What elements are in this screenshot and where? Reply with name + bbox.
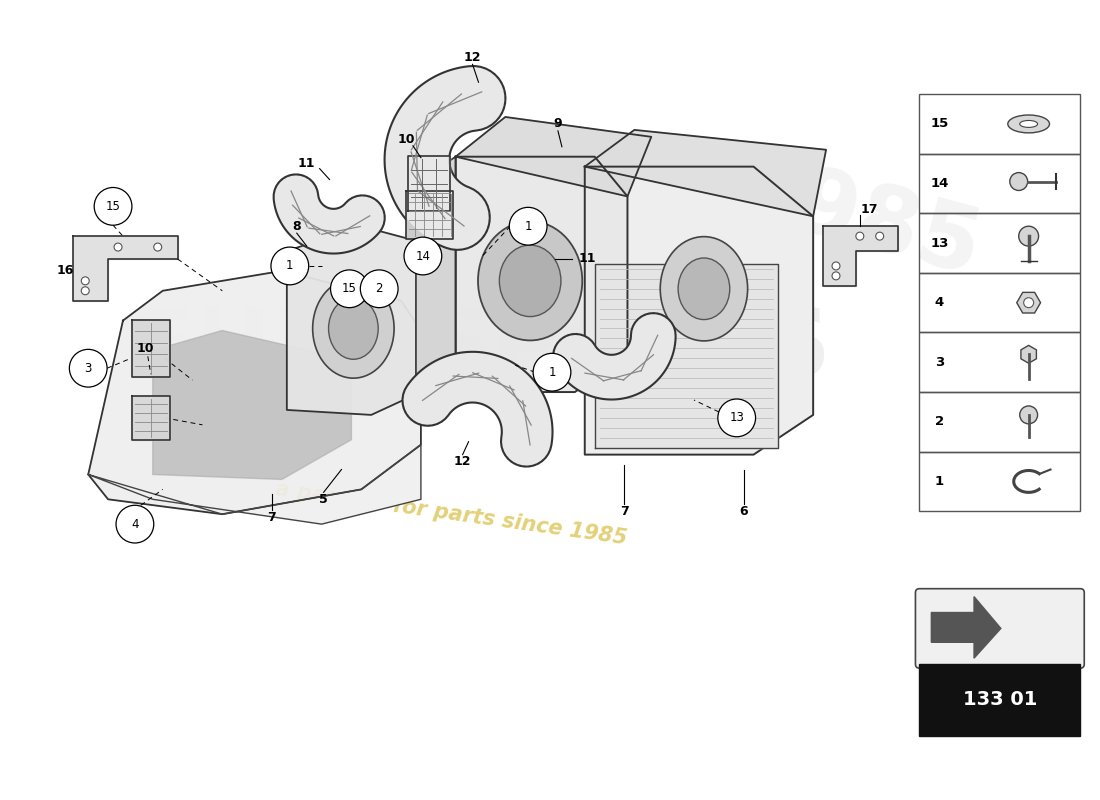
Ellipse shape <box>1020 121 1037 127</box>
Polygon shape <box>595 264 779 448</box>
Polygon shape <box>74 236 177 301</box>
Text: 4: 4 <box>935 296 944 309</box>
Text: 3: 3 <box>935 356 944 369</box>
Circle shape <box>718 399 756 437</box>
Ellipse shape <box>329 298 378 359</box>
Text: 8: 8 <box>293 220 301 233</box>
Text: 14: 14 <box>416 250 430 262</box>
Text: 1: 1 <box>548 366 556 378</box>
Text: 133 01: 133 01 <box>962 690 1037 710</box>
Text: 1985: 1985 <box>725 146 990 296</box>
Circle shape <box>81 277 89 285</box>
Circle shape <box>116 506 154 543</box>
Circle shape <box>330 270 369 308</box>
Circle shape <box>361 270 398 308</box>
Text: 10: 10 <box>397 134 415 146</box>
Polygon shape <box>455 157 627 392</box>
Bar <box>920 154 1080 214</box>
Text: 1: 1 <box>525 220 532 233</box>
Bar <box>920 94 1080 154</box>
Circle shape <box>1019 226 1038 246</box>
Text: a passion for parts since 1985: a passion for parts since 1985 <box>274 479 628 549</box>
Ellipse shape <box>499 245 561 317</box>
Bar <box>920 452 1080 511</box>
Ellipse shape <box>312 279 394 378</box>
Circle shape <box>1010 173 1027 190</box>
Circle shape <box>154 243 162 251</box>
Text: 7: 7 <box>267 510 276 524</box>
Circle shape <box>534 354 571 391</box>
Bar <box>920 392 1080 452</box>
Circle shape <box>271 247 309 285</box>
Polygon shape <box>823 226 898 286</box>
Circle shape <box>832 272 840 280</box>
Circle shape <box>509 207 547 245</box>
Circle shape <box>832 262 840 270</box>
Text: 3: 3 <box>85 362 92 374</box>
Polygon shape <box>287 226 436 415</box>
FancyBboxPatch shape <box>915 589 1085 668</box>
Text: 15: 15 <box>342 282 356 295</box>
Circle shape <box>69 350 107 387</box>
Polygon shape <box>406 191 453 239</box>
Text: 12: 12 <box>454 455 472 468</box>
Ellipse shape <box>1008 115 1049 133</box>
Text: 7: 7 <box>620 505 629 518</box>
Text: 4: 4 <box>131 518 139 530</box>
Circle shape <box>81 286 89 294</box>
Text: 1: 1 <box>286 259 294 273</box>
Text: 10: 10 <box>136 342 154 355</box>
Text: 17: 17 <box>861 203 879 216</box>
Text: 13: 13 <box>729 411 744 424</box>
Text: 11: 11 <box>579 253 596 266</box>
Polygon shape <box>416 157 455 418</box>
Bar <box>920 664 1080 736</box>
Ellipse shape <box>678 258 729 319</box>
Circle shape <box>1020 406 1037 424</box>
Circle shape <box>1024 298 1034 308</box>
Polygon shape <box>132 319 169 377</box>
Text: 1: 1 <box>935 475 944 488</box>
Circle shape <box>876 232 883 240</box>
Text: 11: 11 <box>298 157 316 170</box>
Text: EUROSPARES: EUROSPARES <box>130 304 830 396</box>
Text: 14: 14 <box>931 177 948 190</box>
Circle shape <box>114 243 122 251</box>
Circle shape <box>404 237 442 275</box>
Polygon shape <box>585 166 813 454</box>
Polygon shape <box>408 156 450 211</box>
Text: 12: 12 <box>464 51 482 64</box>
Circle shape <box>95 187 132 226</box>
Bar <box>920 214 1080 273</box>
Polygon shape <box>585 130 826 216</box>
Polygon shape <box>932 597 1001 658</box>
Text: 2: 2 <box>375 282 383 295</box>
Text: 2: 2 <box>935 415 944 428</box>
Polygon shape <box>88 445 421 524</box>
Ellipse shape <box>478 222 582 341</box>
Polygon shape <box>153 330 351 479</box>
Text: 15: 15 <box>931 118 948 130</box>
Polygon shape <box>132 395 169 440</box>
Text: 15: 15 <box>106 200 121 213</box>
Bar <box>920 273 1080 333</box>
Text: 9: 9 <box>553 118 562 130</box>
Text: 16: 16 <box>57 265 74 278</box>
Bar <box>920 333 1080 392</box>
Text: 5: 5 <box>319 493 328 506</box>
Text: 6: 6 <box>739 505 748 518</box>
Circle shape <box>856 232 864 240</box>
Polygon shape <box>455 117 651 197</box>
Polygon shape <box>88 271 421 514</box>
Ellipse shape <box>660 237 748 341</box>
Text: 13: 13 <box>931 237 948 250</box>
